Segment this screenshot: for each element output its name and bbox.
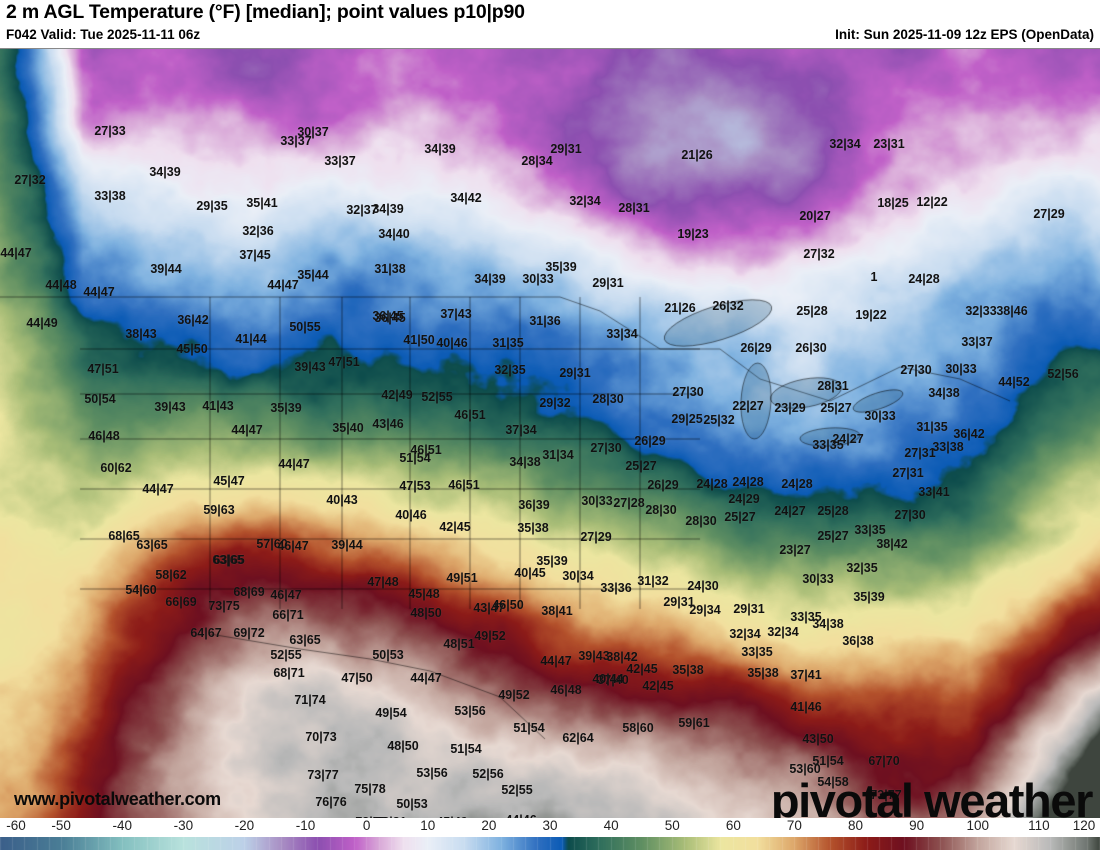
colorbar-tick-40: 40	[603, 818, 619, 833]
colorbar-tick-110: 110	[1028, 818, 1050, 833]
colorbar-tick-30: 30	[542, 818, 558, 833]
map-viewport[interactable]: 27|33 27|32 33|38 34|39 29|35 35|41 32|36 37|45…	[0, 48, 1100, 818]
colorbar-tick-90: 90	[909, 818, 925, 833]
temperature-raster[interactable]	[0, 49, 1100, 818]
colorbar-tick-60: 60	[725, 818, 741, 833]
colorbar-tick-neg30: -30	[173, 818, 194, 833]
colorbar-tick-80: 80	[848, 818, 864, 833]
colorbar-tick-100: 100	[966, 818, 990, 833]
colorbar-tick-0: 0	[362, 818, 371, 833]
colorbar-tick-10: 10	[420, 818, 436, 833]
colorbar-tick-neg60: -60	[6, 818, 26, 833]
brand-watermark: pivotal weather	[770, 774, 1094, 818]
init-time-label: Init: Sun 2025-11-09 12z EPS (OpenData)	[835, 27, 1094, 42]
valid-time-label: F042 Valid: Tue 2025-11-11 06z	[6, 27, 201, 42]
page-title: 2 m AGL Temperature (°F) [median]; point…	[6, 1, 525, 23]
colorbar-tick-120: 120	[1072, 818, 1096, 833]
colorbar-tick-neg10: -10	[295, 818, 316, 833]
map-header: 2 m AGL Temperature (°F) [median]; point…	[0, 0, 1100, 48]
colorbar-tick-neg40: -40	[112, 818, 132, 833]
colorbar: -60 -50 -40 -30 -20 -10 0 10 20 30 40 50 60 70 80 90 100…	[0, 818, 1100, 850]
colorbar-gradient	[0, 837, 1100, 850]
colorbar-tick-neg50: -50	[51, 818, 71, 833]
colorbar-tick-70: 70	[786, 818, 802, 833]
site-url-watermark: www.pivotalweather.com	[14, 789, 221, 809]
colorbar-tick-20: 20	[481, 818, 497, 833]
colorbar-tick-neg20: -20	[234, 818, 255, 833]
colorbar-ticks: -60 -50 -40 -30 -20 -10 0 10 20 30 40 50 60 70 80 90 100…	[0, 818, 1100, 838]
colorbar-tick-50: 50	[664, 818, 680, 833]
